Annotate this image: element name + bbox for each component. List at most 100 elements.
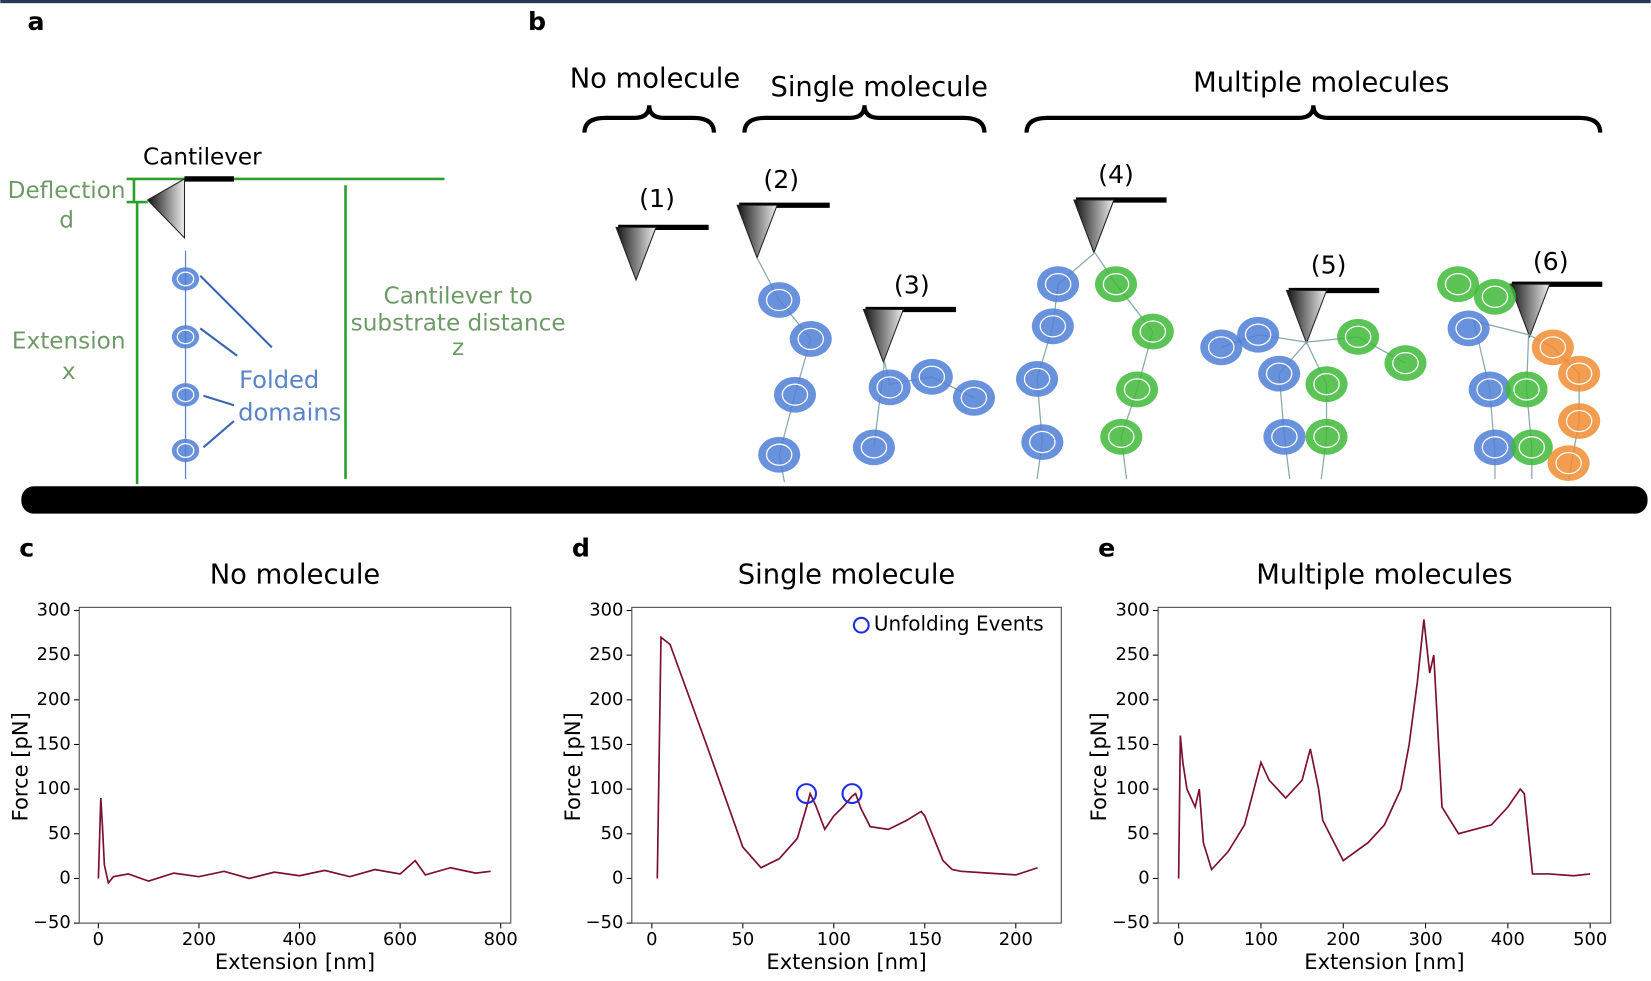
diagram-label: Single molecule bbox=[770, 72, 987, 103]
protein-domain-detail bbox=[1565, 409, 1593, 433]
protein-domain bbox=[1305, 366, 1348, 403]
protein-domain bbox=[1094, 266, 1138, 303]
diagram-label: domains bbox=[238, 399, 341, 427]
chart-title: No molecule bbox=[210, 559, 381, 590]
protein-domain-detail bbox=[1271, 425, 1298, 448]
y-tick-label: −50 bbox=[586, 912, 624, 933]
protein-domain bbox=[1558, 403, 1601, 439]
diagram-label: (1) bbox=[639, 184, 675, 213]
y-tick-label: 150 bbox=[37, 733, 71, 754]
x-tick-label: 150 bbox=[908, 929, 942, 950]
chart-title: Multiple molecules bbox=[1256, 559, 1512, 590]
protein-domain bbox=[773, 376, 817, 413]
protein-domain-detail bbox=[797, 327, 825, 351]
y-tick-label: 300 bbox=[589, 599, 623, 620]
force-curve bbox=[1177, 619, 1591, 879]
y-tick-label: 50 bbox=[1127, 823, 1150, 844]
y-tick-label: 300 bbox=[1116, 599, 1150, 620]
diagram-label: Multiple molecules bbox=[1193, 68, 1449, 99]
protein-domain-detail bbox=[176, 271, 195, 287]
y-tick-label: 100 bbox=[589, 778, 623, 799]
cantilever-tip bbox=[1508, 283, 1551, 339]
diagram-label: Cantilever to bbox=[384, 283, 533, 309]
protein-domain bbox=[910, 358, 953, 395]
cantilever-tip bbox=[736, 204, 778, 260]
protein-domain-detail bbox=[1244, 323, 1272, 346]
cantilever-tip bbox=[1285, 289, 1328, 345]
protein-domain bbox=[1547, 445, 1590, 482]
protein-domain-detail bbox=[1313, 373, 1340, 396]
diagram-label: substrate distance bbox=[351, 311, 566, 337]
y-tick-label: 250 bbox=[37, 644, 71, 665]
protein-domain bbox=[171, 383, 200, 407]
panel-label: c bbox=[19, 533, 34, 562]
y-tick-label: 100 bbox=[1116, 778, 1150, 799]
y-tick-label: −50 bbox=[33, 912, 71, 933]
substrate bbox=[21, 486, 1648, 514]
pointer-line bbox=[203, 394, 235, 407]
linker bbox=[1305, 341, 1328, 480]
y-tick-label: 0 bbox=[59, 867, 70, 888]
protein-domain bbox=[758, 436, 801, 473]
cantilever-tip bbox=[615, 226, 657, 282]
protein-domain-detail bbox=[1023, 367, 1051, 391]
diagram-label: (5) bbox=[1311, 250, 1347, 279]
diagram-label: Deflection bbox=[8, 178, 126, 204]
diagram-label: z bbox=[452, 335, 464, 361]
x-tick-label: 0 bbox=[646, 929, 657, 950]
cantilever-tip bbox=[1073, 199, 1115, 255]
protein-domain bbox=[1100, 418, 1143, 455]
protein-domain bbox=[1447, 310, 1490, 347]
x-tick-label: 100 bbox=[1244, 929, 1278, 950]
cantilever-tip bbox=[146, 178, 186, 240]
protein-domain-detail bbox=[1108, 425, 1135, 448]
protein-domain-detail bbox=[1139, 320, 1167, 343]
diagram-label: (3) bbox=[894, 270, 930, 299]
y-axis-label: Force [pN] bbox=[1086, 712, 1111, 821]
protein-domain bbox=[852, 429, 895, 466]
pointer-line bbox=[199, 327, 238, 357]
y-tick-label: 0 bbox=[612, 867, 623, 888]
protein-domain bbox=[1037, 266, 1080, 303]
protein-domain-detail bbox=[176, 443, 195, 458]
diagram-label: (2) bbox=[763, 165, 799, 194]
cantilever-tip bbox=[862, 308, 905, 364]
protein-domain bbox=[1505, 371, 1548, 408]
chart: d Single molecule Extension [nm] Force [pN]… bbox=[560, 533, 1062, 974]
x-tick-label: 100 bbox=[817, 929, 851, 950]
protein-domain-detail bbox=[1313, 425, 1340, 448]
protein-domain bbox=[171, 325, 200, 349]
legend-marker bbox=[852, 616, 870, 634]
protein-domain-detail bbox=[1039, 315, 1067, 338]
protein-domain bbox=[1116, 371, 1159, 408]
pointer-line bbox=[199, 275, 273, 349]
protein-domain bbox=[758, 282, 801, 318]
x-axis-label: Extension [nm] bbox=[1304, 949, 1464, 974]
protein-domain bbox=[1016, 361, 1059, 397]
protein-domain bbox=[1263, 418, 1306, 455]
diagram-label: Cantilever bbox=[143, 144, 262, 170]
y-tick-label: 0 bbox=[1138, 867, 1149, 888]
protein-domain-detail bbox=[1555, 451, 1582, 475]
x-tick-label: 500 bbox=[1573, 929, 1607, 950]
x-tick-label: 300 bbox=[1409, 929, 1443, 950]
protein-domain bbox=[1200, 329, 1243, 366]
charts: c No molecule Extension [nm] Force [pN] 0 200… bbox=[7, 533, 1612, 974]
x-tick-label: 0 bbox=[93, 929, 104, 950]
panel-label: e bbox=[1098, 533, 1115, 562]
force-curve bbox=[656, 635, 1038, 879]
y-tick-label: 250 bbox=[589, 644, 623, 665]
event-marker bbox=[841, 783, 863, 805]
panel-label: d bbox=[572, 533, 590, 562]
diagram: a b Cantilever Deflection d Extension x Cantile… bbox=[8, 7, 1648, 516]
top-border bbox=[0, 0, 1651, 4]
diagram-label: x bbox=[62, 359, 76, 385]
protein-domain-detail bbox=[1513, 378, 1540, 401]
protein-domain bbox=[868, 369, 911, 406]
protein-domain-detail bbox=[1265, 362, 1293, 385]
diagram-label: (6) bbox=[1533, 247, 1569, 276]
protein-domain-detail bbox=[1565, 362, 1593, 385]
protein-domain-detail bbox=[781, 383, 809, 406]
y-tick-label: 50 bbox=[48, 823, 71, 844]
